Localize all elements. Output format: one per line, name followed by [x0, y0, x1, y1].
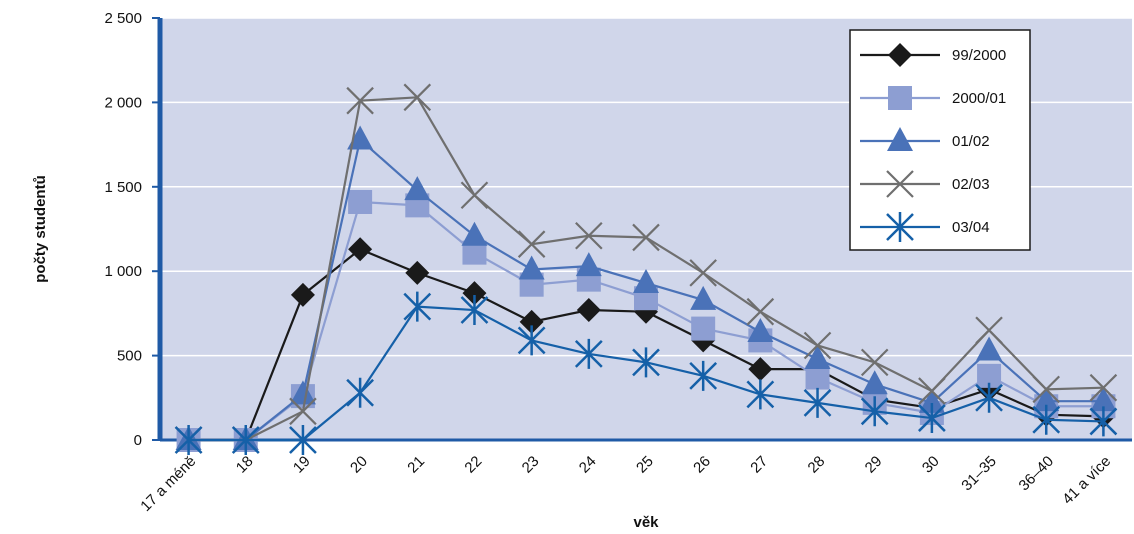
- legend-marker: [886, 212, 914, 242]
- x-tick-label: 20: [347, 453, 371, 477]
- x-tick-label: 19: [290, 453, 314, 477]
- data-point: [174, 425, 203, 455]
- data-point: [405, 260, 430, 285]
- data-point: [403, 83, 432, 112]
- x-tick-label: 41 a více: [1059, 453, 1114, 508]
- x-tick-label: 23: [519, 453, 543, 477]
- x-tick-label: 26: [690, 453, 714, 477]
- legend-marker: [886, 170, 914, 198]
- data-point: [290, 282, 315, 307]
- y-tick-label: 1 000: [104, 263, 142, 280]
- data-point: [1090, 387, 1117, 412]
- x-tick-label: 31–35: [958, 453, 1000, 495]
- data-point: [231, 425, 260, 455]
- data-point: [804, 344, 831, 369]
- data-point: [518, 255, 545, 280]
- data-point: [918, 388, 945, 413]
- legend-marker: [888, 86, 912, 110]
- data-point: [519, 309, 544, 334]
- data-point: [860, 348, 889, 377]
- data-point: [690, 285, 717, 310]
- data-point: [1089, 406, 1118, 437]
- data-point: [746, 297, 775, 326]
- legend-label: 01/02: [952, 133, 990, 150]
- data-point: [1089, 373, 1118, 402]
- data-point: [576, 298, 601, 323]
- data-point: [861, 370, 888, 395]
- x-tick-label: 18: [233, 453, 257, 477]
- data-point: [632, 223, 660, 252]
- data-point: [574, 338, 603, 369]
- x-tick-label: 24: [576, 453, 600, 477]
- x-tick-label: 25: [633, 453, 657, 477]
- x-tick-label: 21: [404, 453, 428, 477]
- legend-label: 02/03: [952, 176, 990, 193]
- data-point: [289, 397, 317, 426]
- data-point: [689, 360, 718, 391]
- data-point: [918, 377, 946, 405]
- x-axis-label: věk: [633, 514, 659, 531]
- x-tick-label: 30: [919, 453, 943, 477]
- data-point: [1032, 404, 1061, 435]
- legend-label: 03/04: [952, 219, 990, 236]
- data-point: [346, 377, 375, 408]
- y-tick-label: 0: [134, 432, 142, 449]
- data-point: [575, 221, 603, 250]
- data-point: [517, 325, 546, 356]
- data-point: [976, 336, 1003, 361]
- x-tick-label: 29: [862, 453, 886, 477]
- data-point: [403, 291, 432, 322]
- y-tick-label: 2 500: [104, 10, 142, 27]
- data-point: [748, 357, 773, 382]
- legend-marker: [888, 43, 912, 67]
- data-point: [346, 86, 374, 115]
- legend-marker: [887, 127, 913, 151]
- data-point: [1033, 387, 1060, 412]
- data-point: [404, 176, 431, 201]
- data-point: [348, 237, 373, 262]
- data-point: [633, 269, 659, 294]
- data-point: [691, 316, 716, 341]
- y-axis-label: počty studentů: [32, 175, 49, 283]
- data-point: [460, 181, 489, 210]
- data-point: [746, 379, 775, 410]
- data-point: [803, 387, 832, 418]
- x-tick-label: 17 a méně: [137, 453, 199, 515]
- data-point: [347, 125, 374, 150]
- data-point: [975, 382, 1003, 413]
- data-point: [747, 317, 774, 342]
- legend-label: 2000/01: [952, 90, 1006, 107]
- data-point: [689, 259, 717, 287]
- data-point: [1032, 375, 1061, 404]
- data-point: [460, 295, 489, 326]
- data-point: [860, 396, 889, 427]
- y-tick-label: 500: [117, 348, 142, 365]
- data-point: [917, 403, 946, 434]
- y-tick-label: 2 000: [104, 94, 142, 111]
- data-point: [461, 221, 488, 246]
- data-point: [462, 281, 487, 306]
- data-point: [805, 365, 830, 390]
- x-tick-label: 36–40: [1016, 453, 1058, 495]
- y-tick-label: 1 500: [104, 179, 142, 196]
- data-point: [517, 230, 546, 258]
- x-tick-label: 28: [805, 453, 829, 477]
- data-point: [289, 425, 317, 455]
- data-point: [348, 189, 373, 214]
- data-point: [289, 380, 316, 405]
- x-tick-label: 27: [747, 453, 771, 477]
- data-point: [632, 347, 660, 378]
- legend-label: 99/2000: [952, 47, 1006, 64]
- data-point: [575, 252, 602, 277]
- x-tick-label: 22: [461, 453, 485, 477]
- data-point: [975, 316, 1003, 345]
- data-point: [803, 331, 832, 360]
